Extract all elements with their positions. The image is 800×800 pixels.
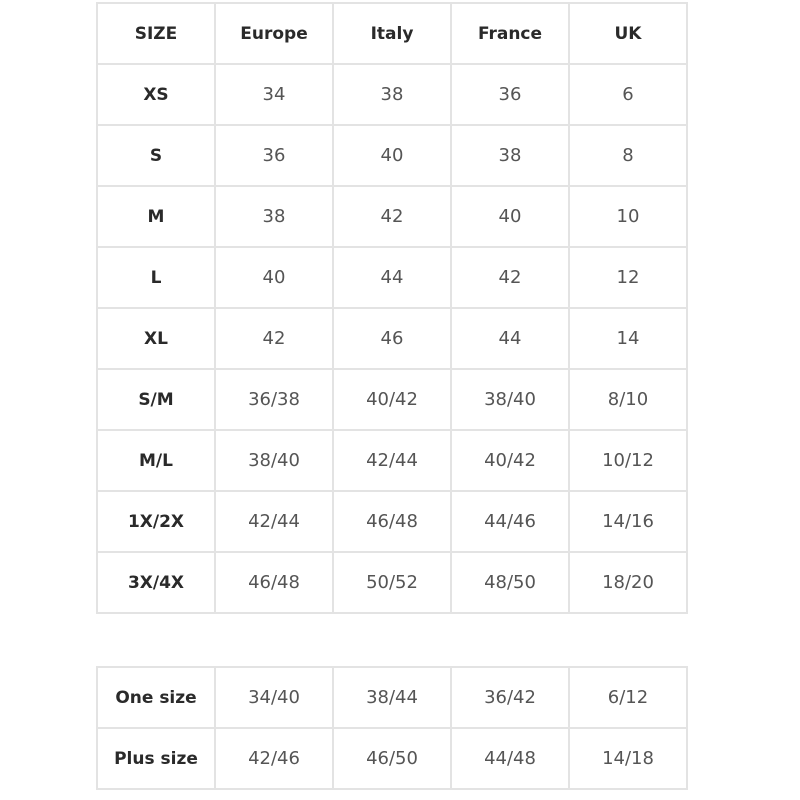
size-value-cell: 42 [214, 307, 334, 370]
size-value-cell: 36/42 [450, 666, 570, 729]
size-value-cell: 6 [568, 63, 688, 126]
size-value-cell: 14 [568, 307, 688, 370]
size-value-cell: 14/16 [568, 490, 688, 553]
column-header: Italy [332, 2, 452, 65]
size-label-cell: One size [96, 666, 216, 729]
size-label-cell: Plus size [96, 727, 216, 790]
size-value-cell: 8/10 [568, 368, 688, 431]
size-value-cell: 40 [332, 124, 452, 187]
size-value-cell: 10 [568, 185, 688, 248]
table-row: XS 34 38 36 6 [96, 63, 688, 126]
size-value-cell: 46 [332, 307, 452, 370]
size-value-cell: 42/46 [214, 727, 334, 790]
size-value-cell: 38 [332, 63, 452, 126]
header-row: SIZE Europe Italy France UK [96, 2, 688, 65]
size-value-cell: 38/40 [450, 368, 570, 431]
column-header: France [450, 2, 570, 65]
table-row: XL 42 46 44 14 [96, 307, 688, 370]
size-value-cell: 44 [450, 307, 570, 370]
size-value-cell: 14/18 [568, 727, 688, 790]
size-value-cell: 44/48 [450, 727, 570, 790]
size-value-cell: 18/20 [568, 551, 688, 614]
table-row: M/L 38/40 42/44 40/42 10/12 [96, 429, 688, 492]
size-value-cell: 36/38 [214, 368, 334, 431]
size-value-cell: 38 [214, 185, 334, 248]
size-value-cell: 44/46 [450, 490, 570, 553]
table-row: S/M 36/38 40/42 38/40 8/10 [96, 368, 688, 431]
size-value-cell: 38/40 [214, 429, 334, 492]
size-value-cell: 8 [568, 124, 688, 187]
size-value-cell: 42/44 [214, 490, 334, 553]
size-label-cell: S [96, 124, 216, 187]
table-row: L 40 44 42 12 [96, 246, 688, 309]
size-label-cell: M [96, 185, 216, 248]
size-value-cell: 46/48 [332, 490, 452, 553]
size-value-cell: 40/42 [450, 429, 570, 492]
size-value-cell: 34/40 [214, 666, 334, 729]
table-row: Plus size 42/46 46/50 44/48 14/18 [96, 727, 688, 790]
size-value-cell: 44 [332, 246, 452, 309]
size-value-cell: 48/50 [450, 551, 570, 614]
size-value-cell: 50/52 [332, 551, 452, 614]
column-header: SIZE [96, 2, 216, 65]
size-label-cell: XS [96, 63, 216, 126]
table-row: 1X/2X 42/44 46/48 44/46 14/16 [96, 490, 688, 553]
table-row: 3X/4X 46/48 50/52 48/50 18/20 [96, 551, 688, 614]
size-label-cell: M/L [96, 429, 216, 492]
size-value-cell: 38/44 [332, 666, 452, 729]
table-row: S 36 40 38 8 [96, 124, 688, 187]
size-value-cell: 36 [214, 124, 334, 187]
column-header: Europe [214, 2, 334, 65]
size-value-cell: 40/42 [332, 368, 452, 431]
size-label-cell: 1X/2X [96, 490, 216, 553]
table-row: M 38 42 40 10 [96, 185, 688, 248]
size-value-cell: 42 [332, 185, 452, 248]
size-value-cell: 10/12 [568, 429, 688, 492]
size-value-cell: 6/12 [568, 666, 688, 729]
size-label-cell: 3X/4X [96, 551, 216, 614]
column-header: UK [568, 2, 688, 65]
size-value-cell: 40 [450, 185, 570, 248]
size-value-cell: 38 [450, 124, 570, 187]
size-value-cell: 40 [214, 246, 334, 309]
size-label-cell: S/M [96, 368, 216, 431]
size-value-cell: 36 [450, 63, 570, 126]
special-sizes-table: One size 34/40 38/44 36/42 6/12 Plus size 42/4… [96, 666, 688, 790]
table-row: One size 34/40 38/44 36/42 6/12 [96, 666, 688, 729]
size-value-cell: 42/44 [332, 429, 452, 492]
size-value-cell: 46/50 [332, 727, 452, 790]
size-value-cell: 34 [214, 63, 334, 126]
size-label-cell: L [96, 246, 216, 309]
size-chart-table: SIZE Europe Italy France UK XS 34 38 36 6 S 36 40 38 8… [96, 2, 688, 614]
size-value-cell: 12 [568, 246, 688, 309]
size-label-cell: XL [96, 307, 216, 370]
size-value-cell: 42 [450, 246, 570, 309]
size-value-cell: 46/48 [214, 551, 334, 614]
